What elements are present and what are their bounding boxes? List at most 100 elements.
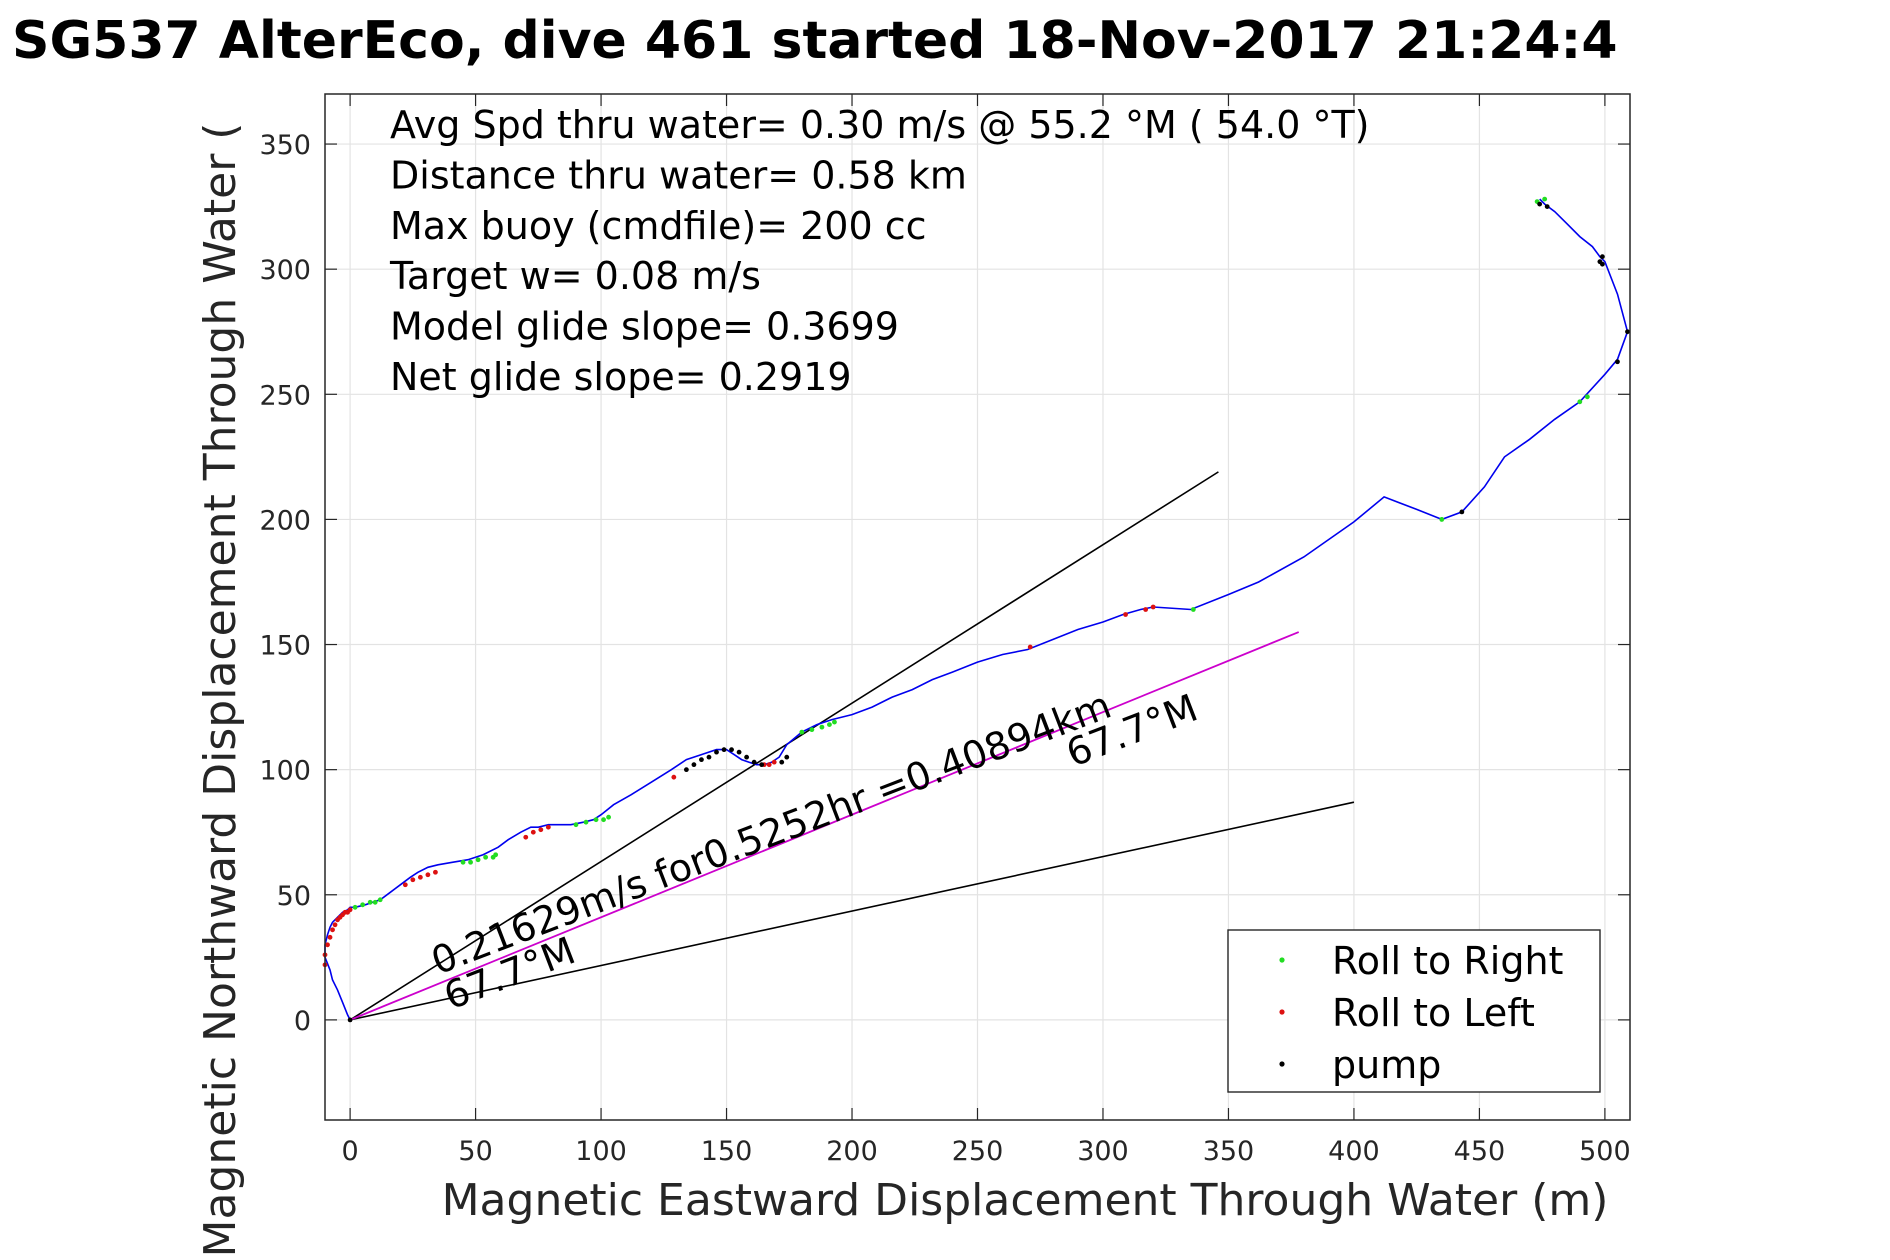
x-tick-label: 350 [1203, 1136, 1255, 1167]
pump-marker [1625, 329, 1630, 335]
roll-to-left-marker [332, 922, 338, 928]
axis-ticks: 0 50 100 150 200 250 300 350 400 450 500 0 50 100 150 2… [259, 94, 1631, 1167]
track-markers [322, 196, 1630, 1023]
pump-marker [1537, 201, 1543, 207]
pump-marker [714, 749, 719, 755]
x-tick-label: 450 [1454, 1136, 1506, 1167]
pump-marker [751, 759, 757, 765]
roll-to-right-marker [475, 857, 481, 863]
pump-marker [1459, 509, 1465, 515]
pump-marker [721, 747, 727, 753]
legend-label: Roll to Left [1332, 991, 1535, 1035]
pump-marker [1615, 359, 1620, 365]
pump-marker [683, 767, 689, 773]
x-tick-label: 100 [575, 1136, 627, 1167]
roll-to-left-marker [325, 942, 330, 948]
y-tick-label: 300 [259, 255, 311, 286]
x-axis-label: Magnetic Eastward Displacement Through W… [442, 1175, 1609, 1226]
pump-marker [736, 749, 742, 755]
legend-marker [1279, 957, 1285, 963]
pump-marker [1544, 204, 1550, 210]
x-tick-label: 50 [458, 1136, 492, 1167]
track-annotations: 0.21629m/s for0.5252hr =0.40894km67.7°M6… [425, 683, 1203, 1019]
info-line: Target w= 0.08 m/s [389, 254, 761, 298]
pump-marker [1599, 254, 1605, 260]
heading-line [349, 631, 1300, 1021]
upper-bound-line [349, 471, 1219, 1021]
roll-to-left-marker [538, 827, 544, 833]
pump-marker [729, 747, 734, 753]
roll-to-right-marker [606, 814, 611, 820]
roll-to-right-marker [799, 729, 805, 735]
x-tick-label: 250 [952, 1136, 1004, 1167]
y-tick-label: 150 [259, 631, 311, 662]
info-line: Max buoy (cmdfile)= 200 cc [390, 204, 927, 248]
roll-to-left-marker [417, 874, 423, 880]
pump-marker [699, 757, 704, 763]
roll-to-right-marker [377, 897, 383, 903]
roll-to-left-marker [671, 774, 677, 780]
x-tick-label: 0 [342, 1136, 359, 1167]
roll-to-left-marker [347, 907, 353, 913]
grid [325, 94, 1630, 1120]
pump-marker [759, 762, 765, 768]
legend-marker [1279, 1009, 1285, 1015]
x-tick-label: 150 [701, 1136, 753, 1167]
pump-marker [744, 754, 750, 760]
x-tick-label: 400 [1328, 1136, 1380, 1167]
pump-marker [347, 1017, 353, 1023]
pump-marker [691, 762, 697, 768]
roll-to-left-marker [1123, 612, 1128, 617]
y-tick-label: 250 [259, 380, 311, 411]
y-axis-label: Magnetic Northward Displacement Through … [195, 123, 246, 1258]
roll-to-right-marker [372, 899, 378, 905]
pump-marker [784, 754, 790, 760]
info-line: Avg Spd thru water= 0.30 m/s @ 55.2 °M (… [390, 103, 1370, 147]
roll-to-right-marker [468, 859, 473, 865]
roll-to-right-marker [1584, 394, 1590, 400]
x-tick-label: 500 [1579, 1136, 1631, 1167]
pump-marker [706, 754, 712, 760]
roll-to-left-marker [433, 869, 438, 875]
legend-box [1227, 929, 1601, 1093]
y-tick-label: 350 [259, 130, 311, 161]
roll-to-right-marker [1542, 196, 1548, 202]
roll-to-right-marker [460, 859, 466, 865]
track-annotation: 0.21629m/s for0.5252hr =0.40894km [425, 683, 1117, 983]
legend-label: pump [1332, 1043, 1441, 1087]
x-tick-label: 300 [1077, 1136, 1129, 1167]
y-tick-label: 50 [277, 881, 311, 912]
pump-marker [1599, 261, 1605, 267]
chart-title: SG537 AlterEco, dive 461 started 18-Nov-… [12, 11, 1618, 71]
roll-to-right-marker [601, 817, 606, 823]
roll-to-left-marker [425, 872, 431, 878]
pump-marker [779, 759, 785, 765]
dive-info-text: Avg Spd thru water= 0.30 m/s @ 55.2 °M (… [389, 103, 1370, 399]
roll-to-left-marker [410, 877, 416, 883]
roll-to-right-marker [819, 724, 825, 730]
roll-to-left-marker [1150, 604, 1156, 610]
y-tick-label: 100 [259, 756, 311, 787]
roll-to-right-marker [1577, 399, 1583, 405]
roll-to-right-marker [1190, 607, 1196, 612]
roll-to-left-marker [771, 759, 777, 765]
roll-to-left-marker [1143, 607, 1149, 612]
roll-to-right-marker [367, 899, 373, 905]
roll-to-right-marker [573, 822, 579, 828]
info-line: Net glide slope= 0.2919 [390, 355, 852, 399]
roll-to-left-marker [530, 829, 536, 835]
roll-to-left-marker [330, 927, 335, 933]
roll-to-right-marker [1439, 517, 1445, 522]
legend-label: Roll to Right [1332, 939, 1563, 983]
x-tick-label: 200 [826, 1136, 878, 1167]
reference-lines [349, 471, 1355, 1021]
roll-to-right-marker [583, 819, 589, 825]
roll-to-right-marker [832, 719, 837, 725]
y-tick-label: 0 [294, 1006, 311, 1037]
roll-to-left-marker [402, 882, 408, 888]
roll-to-right-marker [352, 904, 358, 910]
y-tick-label: 200 [259, 505, 311, 536]
roll-to-right-marker [483, 854, 489, 860]
legend-marker [1279, 1061, 1285, 1067]
